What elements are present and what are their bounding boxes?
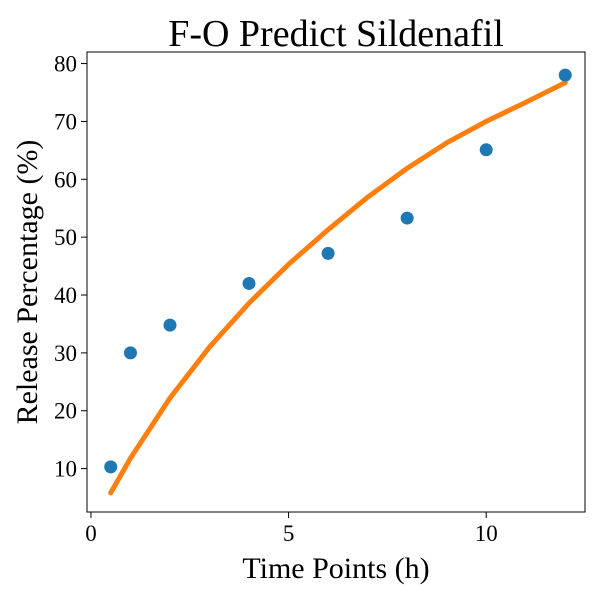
data-point: [123, 346, 137, 360]
data-point: [242, 276, 256, 290]
data-point: [479, 143, 493, 157]
y-tick-label: 40: [54, 283, 77, 308]
chart-title: F-O Predict Sildenafil: [168, 13, 504, 55]
data-point: [163, 318, 177, 332]
y-tick-label: 20: [54, 399, 77, 424]
data-point: [104, 460, 118, 474]
plot-frame: [86, 51, 586, 513]
data-point: [321, 246, 335, 260]
y-axis-label: Release Percentage (%): [11, 140, 44, 425]
x-tick-label: 5: [283, 521, 295, 546]
y-tick-label: 60: [54, 167, 77, 192]
x-tick-label: 0: [85, 521, 97, 546]
y-tick-label: 70: [54, 109, 77, 134]
y-tick-label: 50: [54, 225, 77, 250]
y-tick-label: 30: [54, 341, 77, 366]
x-axis-label: Time Points (h): [242, 552, 429, 585]
data-point: [400, 211, 414, 225]
y-axis-ticks: 10 20 30 40 50 60 70 80: [54, 52, 87, 482]
y-tick-label: 10: [54, 457, 77, 482]
y-tick-label: 80: [54, 52, 77, 77]
x-axis-ticks: 0 5 10: [85, 512, 498, 546]
x-tick-label: 10: [475, 521, 498, 546]
fitted-curve: [108, 80, 568, 496]
data-point: [558, 68, 572, 82]
series-layer: [104, 68, 572, 496]
